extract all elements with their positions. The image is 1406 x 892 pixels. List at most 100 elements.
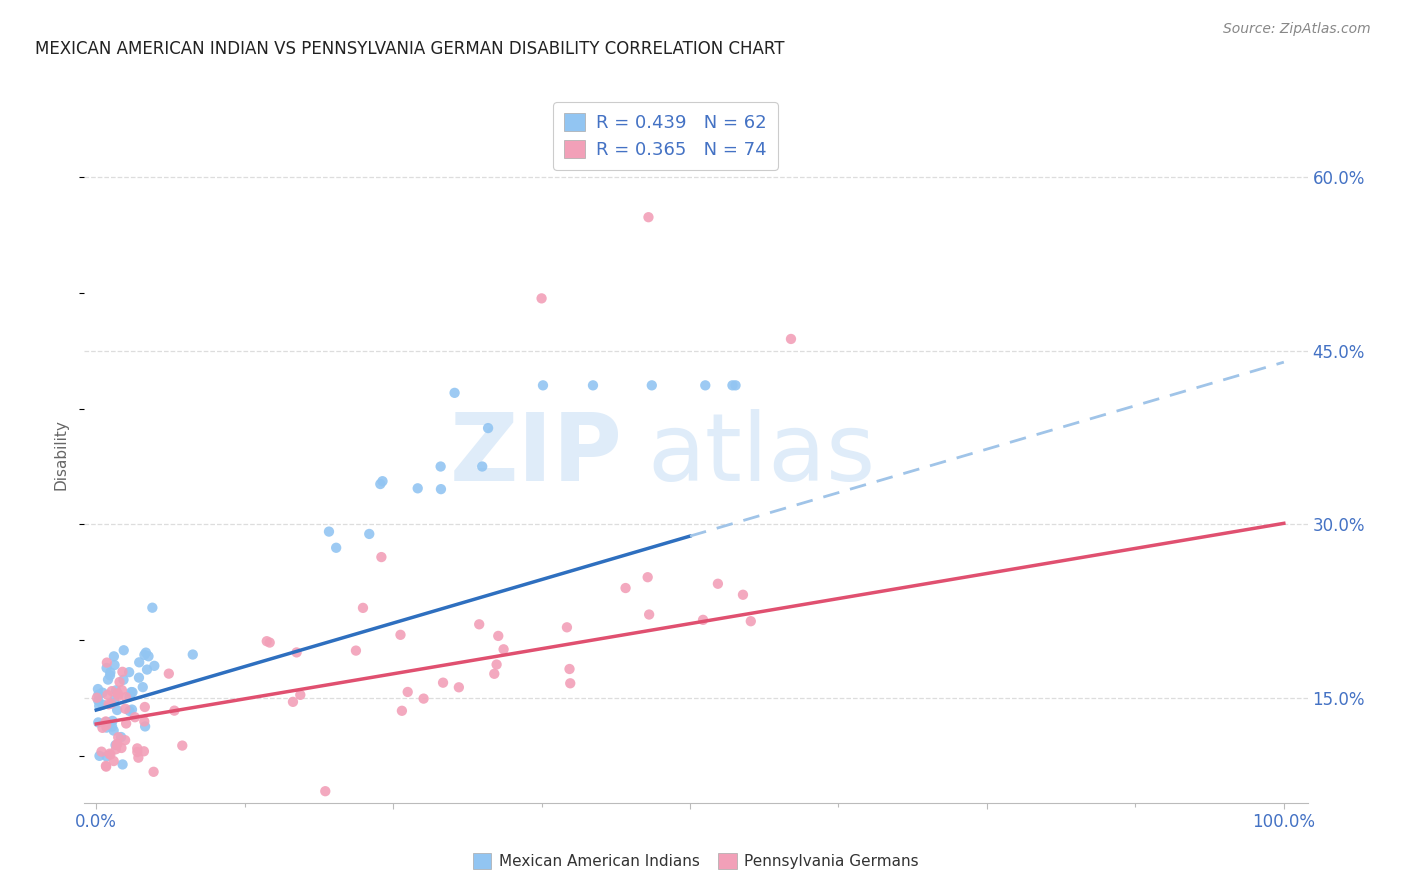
Point [530,291,553,305]
Point [111,683,134,698]
Point [98,665,121,680]
Point [432,675,454,690]
Point [724,378,747,392]
Point [135,646,157,660]
Point [558,662,581,676]
Point [87,694,110,708]
Point [707,576,730,591]
Point [172,739,194,753]
Point [731,588,754,602]
Point [89,698,111,713]
Point [121,702,143,716]
Point [97,673,120,687]
Point [121,685,143,699]
Point [468,617,491,632]
Point [98,747,121,761]
Point [86,690,108,705]
Point [96,656,118,670]
Point [484,666,506,681]
Point [141,600,163,615]
Point [492,642,515,657]
Point [118,665,141,680]
Point [90,745,112,759]
Point [115,716,138,731]
Point [101,684,124,698]
Point [112,673,135,687]
Point [105,703,128,717]
Point [100,697,122,711]
Point [721,378,744,392]
Point [96,749,118,764]
Point [391,704,413,718]
Point [695,378,717,392]
Point [443,385,465,400]
Point [256,634,278,648]
Point [396,685,419,699]
Point [485,657,508,672]
Point [105,738,128,752]
Point [477,421,499,435]
Point [370,550,392,565]
Point [110,741,132,756]
Point [128,671,150,685]
Point [105,683,128,698]
Point [134,714,156,729]
Point [120,685,142,699]
Point [290,688,312,702]
Point [128,656,150,670]
Point [97,698,120,712]
Point [107,730,129,744]
Point [103,693,125,707]
Point [110,730,132,744]
Point [325,541,347,555]
Point [406,481,429,495]
Point [105,737,128,751]
Point [318,524,340,539]
Point [127,741,149,756]
Point [91,721,114,735]
Point [582,378,605,392]
Point [96,718,118,732]
Point [614,581,637,595]
Point [118,704,141,718]
Point [114,702,136,716]
Point [96,714,118,729]
Point [104,738,127,752]
Point [555,620,578,634]
Point [637,570,659,584]
Point [107,689,129,703]
Point [259,635,281,649]
Point [89,748,111,763]
Point [143,658,166,673]
Point [637,211,659,225]
Point [314,784,336,798]
Point [157,666,180,681]
Text: ZIP: ZIP [450,409,623,501]
Point [96,661,118,675]
Point [368,477,391,491]
Point [134,648,156,662]
Point [91,686,114,700]
Point [94,759,117,773]
Point [115,690,138,704]
Point [134,700,156,714]
Point [124,710,146,724]
Point [352,600,374,615]
Point [94,714,117,729]
Point [138,649,160,664]
Point [740,614,762,628]
Point [111,665,134,679]
Y-axis label: Disability: Disability [53,419,69,491]
Point [447,681,470,695]
Point [136,663,159,677]
Point [103,658,125,673]
Point [692,613,714,627]
Point [96,721,118,735]
Point [107,687,129,701]
Point [103,649,125,664]
Point [389,628,412,642]
Point [181,648,204,662]
Point [132,744,155,758]
Point [430,482,453,496]
Point [163,704,186,718]
